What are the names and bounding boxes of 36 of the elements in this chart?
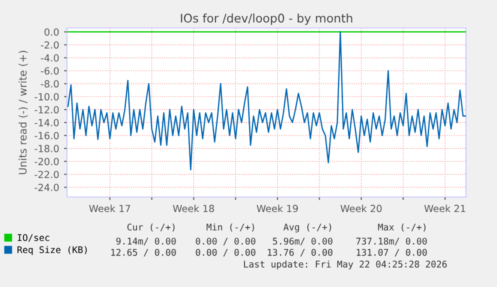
text: Max (-/+)	[378, 223, 426, 232]
text: 12.65 / 0.00	[111, 248, 176, 257]
text: 737.18m/ 0.00	[356, 238, 427, 246]
y-tick-label: -22.0	[34, 170, 59, 178]
text: Last update: Fri May 22 04:25:28 2026	[244, 260, 447, 270]
line-series	[67, 31, 466, 170]
x-tick-label: Week 18	[172, 204, 214, 212]
x-tick-label: Week 20	[340, 204, 382, 212]
y-tick-label: 0.0	[44, 28, 59, 36]
text: Min (-/+)	[206, 223, 254, 232]
text: Cur (-/+)	[127, 223, 175, 232]
text: 9.14m/ 0.00	[116, 238, 176, 246]
y-tick-label: -12.0	[34, 106, 59, 114]
y-tick-label: -2.0	[40, 41, 59, 49]
text: 131.07 / 0.00	[356, 248, 427, 257]
y-tick-label: -10.0	[34, 93, 59, 100]
legend-label: Req Size (KB)	[18, 246, 87, 255]
y-tick-label: -24.0	[34, 184, 59, 192]
y-axis-title: Units read (-) / write (+)	[18, 50, 28, 174]
text: Avg (-/+)	[283, 223, 332, 232]
y-tick-label: -18.0	[34, 144, 59, 152]
y-tick-label: -6.0	[40, 67, 59, 75]
y-tick-label: -8.0	[40, 80, 59, 88]
text: 0.00 / 0.00	[196, 248, 256, 257]
y-tick-label: -16.0	[34, 132, 59, 140]
chart-title: IOs for /dev/loop0 - by month	[180, 13, 352, 25]
text: 5.96m/ 0.00	[272, 238, 332, 246]
y-tick-label: -4.0	[40, 54, 59, 62]
y-tick-label: -14.0	[34, 119, 59, 126]
y-tick-label: -20.0	[34, 158, 59, 166]
x-tick-label: Week 21	[424, 204, 466, 212]
x-tick-label: Week 17	[89, 204, 130, 212]
legend-label: IO/sec	[18, 234, 50, 242]
text: 13.76 / 0.00	[268, 248, 332, 257]
x-tick-label: Week 19	[256, 204, 298, 212]
text: 0.00 / 0.00	[196, 238, 256, 246]
